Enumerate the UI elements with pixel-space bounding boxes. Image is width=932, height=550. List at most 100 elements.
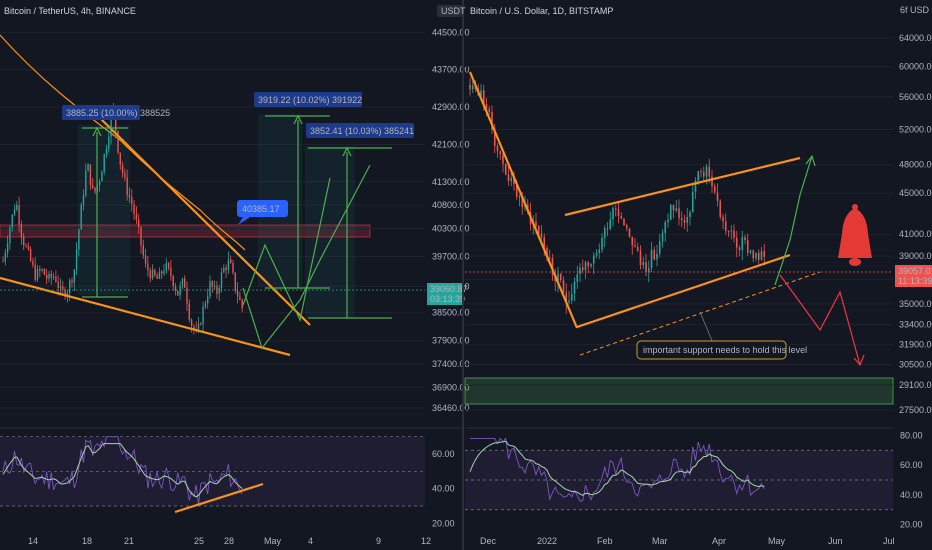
candle <box>749 249 752 255</box>
candle-body <box>639 250 642 266</box>
candle-body <box>200 323 202 325</box>
candle-body <box>581 267 584 271</box>
bar-countdown: 03:13:39 <box>430 294 465 304</box>
candle <box>142 239 144 259</box>
candle <box>48 271 50 283</box>
projection-path <box>242 177 331 322</box>
candle <box>702 166 705 183</box>
candle-body <box>471 85 474 90</box>
left-price-axis[interactable]: 36460.00 36900.00 37400.00 37900.00 38500.00… <box>427 27 470 528</box>
candle <box>763 244 766 266</box>
candle <box>101 170 103 182</box>
annotation-pointer <box>699 311 714 344</box>
left-time-axis[interactable]: 14 18 21 25 28 May 4 9 12 <box>28 536 431 546</box>
candle <box>741 230 744 261</box>
candle-body <box>722 216 724 222</box>
candle-body <box>179 285 181 296</box>
candle <box>124 168 126 182</box>
left-measurement-labels: 3885.25 (10.00%) 388525 3919.22 (10.02%) … <box>62 92 414 225</box>
candle-body <box>220 272 223 289</box>
right-time-axis[interactable]: Dec 2022 Feb Mar Apr May Jun Jul <box>480 536 895 546</box>
candle-body <box>496 145 499 152</box>
candle <box>744 234 746 245</box>
left-trend-drawings <box>0 114 425 357</box>
candle-body <box>25 245 27 247</box>
candle-body <box>664 222 667 233</box>
candle <box>496 143 499 158</box>
candle <box>658 233 661 258</box>
rsi-band <box>465 450 893 510</box>
candle-body <box>573 281 576 294</box>
candle-body <box>689 212 691 217</box>
right-chart-panel[interactable]: important support needs to hold this lev… <box>437 5 932 546</box>
candle <box>683 214 686 230</box>
candle-body <box>211 281 213 288</box>
candle <box>620 212 623 220</box>
candle <box>713 183 716 195</box>
candle-body <box>491 111 493 130</box>
left-chart-panel[interactable]: 3885.25 (10.00%) 388525 3919.22 (10.02%) … <box>0 0 470 550</box>
lower-trendline <box>0 276 291 357</box>
last-price-value: 39057.01 <box>898 266 932 276</box>
candle <box>94 187 96 194</box>
candle <box>590 263 592 269</box>
candle <box>678 199 680 226</box>
candle <box>163 264 165 277</box>
candle-body <box>184 278 186 288</box>
candle-body <box>609 219 612 229</box>
candle-body <box>75 249 78 270</box>
candle <box>188 299 190 323</box>
candle-body <box>16 204 18 210</box>
candle <box>239 291 241 301</box>
candle <box>471 80 474 94</box>
candle <box>43 268 46 276</box>
candle <box>650 242 653 272</box>
candle <box>133 199 135 220</box>
candle <box>167 261 170 271</box>
candle <box>213 280 216 290</box>
alert-bell-icon <box>838 204 872 266</box>
candle <box>227 251 230 274</box>
candle-body <box>218 288 220 294</box>
candle <box>207 288 209 309</box>
channel-top-line <box>564 156 801 217</box>
candle-body <box>156 275 158 279</box>
candle-body <box>108 136 110 149</box>
candle-body <box>601 237 603 250</box>
price-tick-label: 39000.00 <box>899 251 932 261</box>
candle <box>78 228 80 257</box>
candle-body <box>41 269 43 271</box>
right-oscillator-pane <box>465 437 893 511</box>
candle <box>488 105 491 115</box>
right-candles <box>469 78 766 314</box>
price-tick-label: 36900.00 <box>432 382 470 392</box>
candle <box>606 221 609 236</box>
candle <box>557 266 559 293</box>
candle <box>13 204 16 217</box>
candle-body <box>147 263 149 271</box>
candle <box>581 259 584 274</box>
candle <box>200 321 202 326</box>
time-tick-label: Jun <box>828 536 843 546</box>
rsi-ma-line <box>2 443 243 498</box>
candle-body <box>724 221 727 231</box>
candle <box>540 225 543 240</box>
candle-body <box>135 213 138 220</box>
candle-body <box>197 323 200 330</box>
price-tick-label: 42100.00 <box>432 139 470 149</box>
right-price-axis[interactable]: 64000.00 60000.00 56000.00 52000.00 48000.00… <box>437 5 932 530</box>
candle-body <box>55 276 57 282</box>
candle-body <box>101 171 103 182</box>
candle-body <box>167 263 170 268</box>
price-tick-label: 48000.00 <box>899 160 932 170</box>
support-annotation-box <box>636 340 787 360</box>
candle <box>46 269 48 285</box>
candle-body <box>727 230 730 232</box>
candle <box>126 169 128 201</box>
price-tick-label: 64000.00 <box>899 33 932 43</box>
candle <box>156 272 158 279</box>
bar-countdown: 11:13:39 <box>898 276 932 286</box>
candle-body <box>181 278 184 286</box>
candle-body <box>738 247 741 251</box>
